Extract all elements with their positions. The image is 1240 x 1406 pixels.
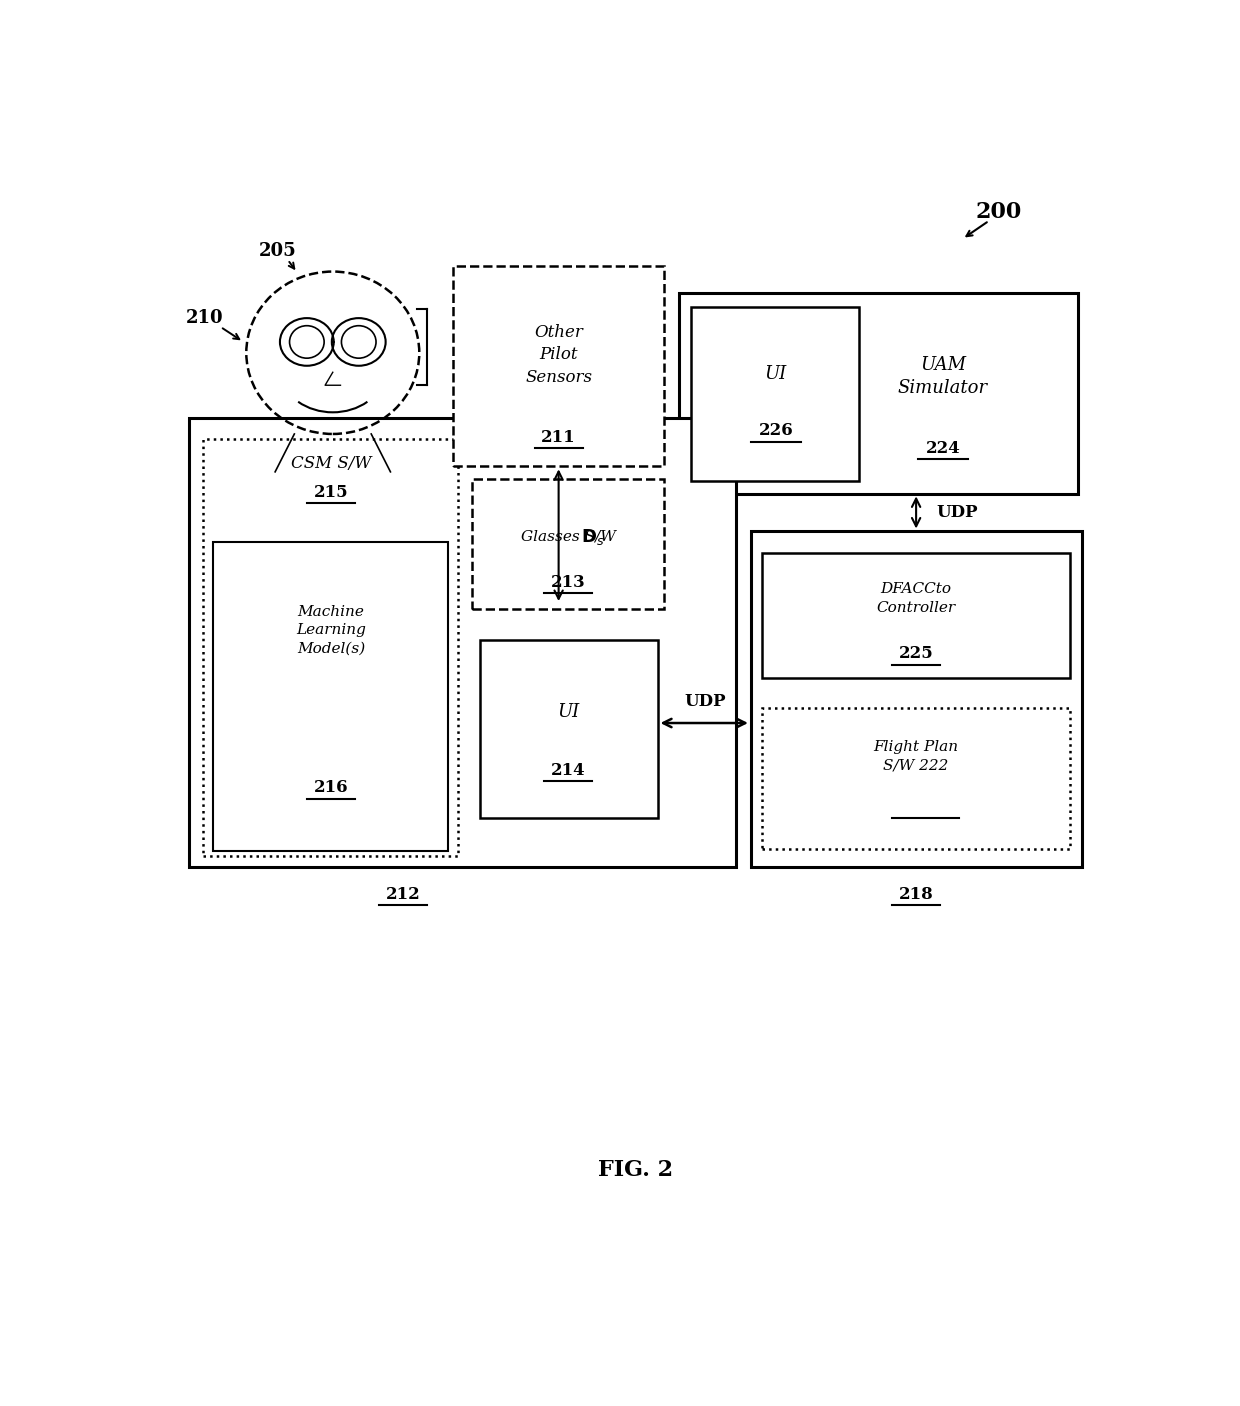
- Text: UAM
Simulator: UAM Simulator: [898, 356, 988, 398]
- Bar: [213, 543, 448, 851]
- Text: 214: 214: [551, 762, 585, 779]
- Text: 211: 211: [542, 429, 575, 446]
- Text: Flight Plan
S/W 222: Flight Plan S/W 222: [873, 741, 959, 773]
- Text: Other
Pilot
Sensors: Other Pilot Sensors: [525, 325, 593, 385]
- Text: 226: 226: [759, 422, 794, 439]
- Text: 210: 210: [186, 309, 223, 328]
- Bar: [751, 531, 1083, 868]
- Bar: [472, 479, 665, 609]
- Text: Glasses S/W: Glasses S/W: [521, 530, 616, 544]
- Text: 200: 200: [976, 201, 1022, 224]
- Text: CSM S/W: CSM S/W: [290, 454, 371, 471]
- Bar: [691, 308, 859, 481]
- Text: UDP: UDP: [684, 693, 725, 710]
- Bar: [678, 294, 1078, 494]
- Text: $\mathbf{D}_s$: $\mathbf{D}_s$: [580, 527, 604, 547]
- Text: 213: 213: [551, 574, 585, 591]
- Text: UI: UI: [765, 366, 787, 384]
- Text: 225: 225: [899, 645, 934, 662]
- Text: 205: 205: [259, 242, 296, 260]
- Text: 215: 215: [314, 484, 348, 501]
- Bar: [453, 266, 665, 467]
- Bar: [188, 418, 737, 868]
- Text: 218: 218: [899, 886, 934, 903]
- Bar: [203, 439, 458, 856]
- Text: FIG. 2: FIG. 2: [598, 1159, 673, 1181]
- Bar: [480, 640, 657, 818]
- Bar: [763, 707, 1070, 849]
- Text: 224: 224: [925, 440, 961, 457]
- Text: Machine
Learning
Model(s): Machine Learning Model(s): [296, 605, 366, 655]
- Text: 216: 216: [314, 779, 348, 796]
- Text: 212: 212: [386, 886, 420, 903]
- Bar: [763, 553, 1070, 678]
- Text: UI: UI: [557, 703, 579, 721]
- Text: UDP: UDP: [936, 505, 978, 522]
- Text: DFACCto
Controller: DFACCto Controller: [877, 582, 956, 614]
